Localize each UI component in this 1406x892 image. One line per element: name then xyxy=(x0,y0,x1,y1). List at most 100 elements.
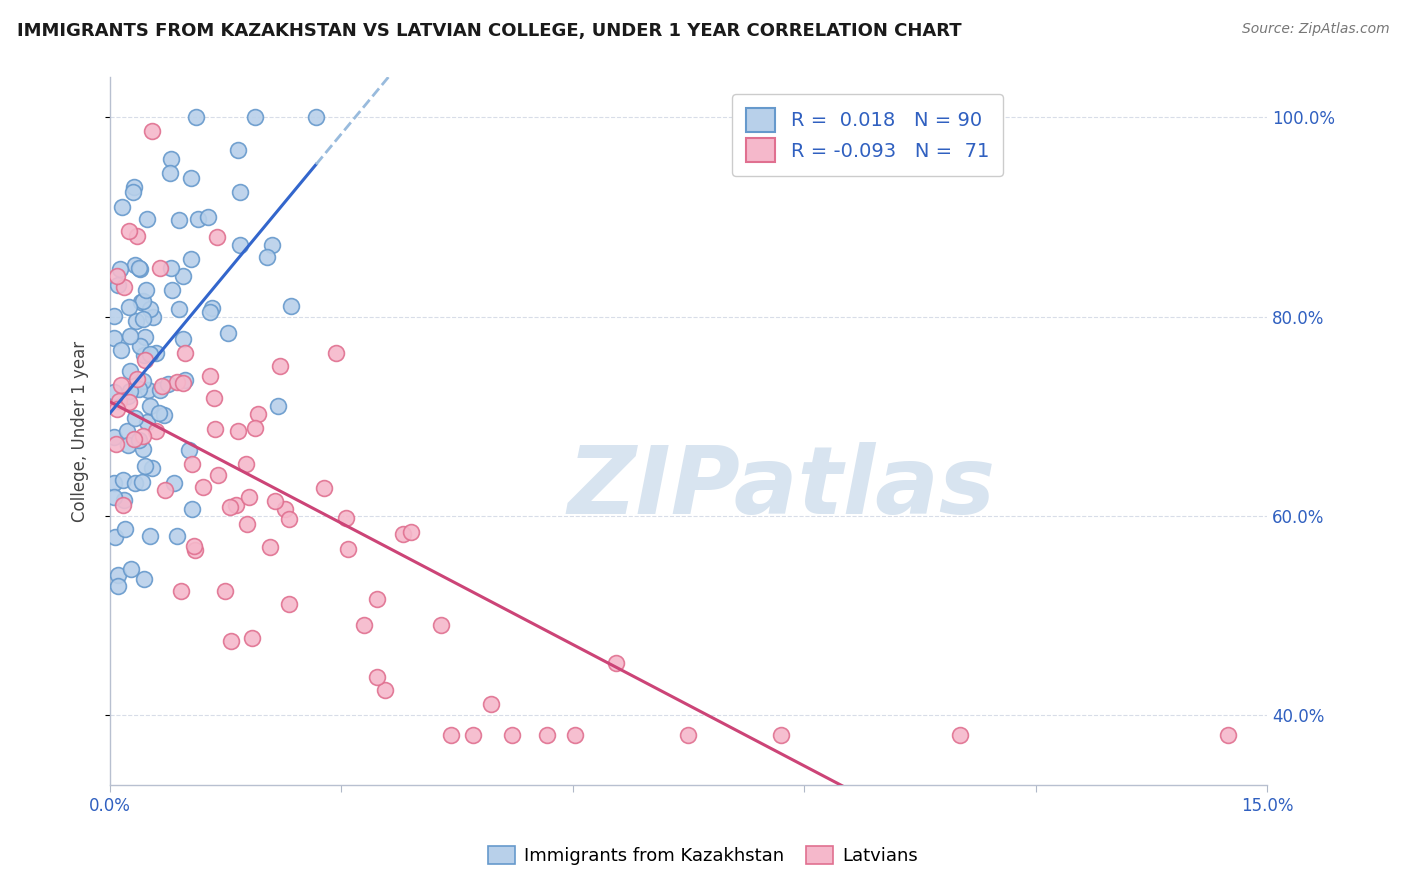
Point xyxy=(148,406,170,420)
Point xyxy=(105,401,128,416)
Point xyxy=(207,230,229,244)
Point xyxy=(103,331,125,345)
Point xyxy=(105,269,128,284)
Point xyxy=(120,364,142,378)
Point xyxy=(112,473,135,487)
Point xyxy=(104,530,127,544)
Point xyxy=(256,250,278,264)
Point xyxy=(129,294,152,309)
Point xyxy=(187,212,209,227)
Point xyxy=(153,408,176,422)
Point xyxy=(159,166,181,180)
Point xyxy=(135,415,157,429)
Point xyxy=(180,501,202,516)
Point xyxy=(125,372,148,386)
Point xyxy=(335,511,357,525)
Point xyxy=(128,382,150,396)
Point xyxy=(149,261,172,276)
Text: ZIPatlas: ZIPatlas xyxy=(567,442,995,533)
Point xyxy=(243,110,266,124)
Point xyxy=(501,728,523,742)
Point xyxy=(115,425,138,439)
Point xyxy=(536,728,558,742)
Point xyxy=(103,384,125,399)
Point xyxy=(128,260,150,275)
Point xyxy=(160,152,183,166)
Point xyxy=(103,476,125,491)
Point xyxy=(139,301,162,316)
Point xyxy=(166,375,188,389)
Point xyxy=(242,631,264,645)
Point xyxy=(219,633,242,648)
Point xyxy=(118,394,141,409)
Point xyxy=(172,332,194,346)
Point xyxy=(181,457,204,471)
Point xyxy=(132,572,155,586)
Point xyxy=(108,394,131,409)
Point xyxy=(136,383,159,397)
Point xyxy=(247,407,270,421)
Point xyxy=(202,392,225,406)
Point xyxy=(141,124,163,138)
Point xyxy=(440,728,463,742)
Point xyxy=(125,314,148,328)
Legend: Immigrants from Kazakhstan, Latvians: Immigrants from Kazakhstan, Latvians xyxy=(481,838,925,872)
Point xyxy=(110,377,132,392)
Point xyxy=(128,433,150,447)
Point xyxy=(280,299,302,313)
Point xyxy=(166,529,188,543)
Point xyxy=(134,330,156,344)
Point xyxy=(121,186,143,200)
Point xyxy=(135,283,157,297)
Point xyxy=(217,326,239,341)
Point xyxy=(277,598,299,612)
Point xyxy=(124,258,146,272)
Point xyxy=(238,490,260,504)
Point xyxy=(132,312,155,326)
Point xyxy=(104,436,127,450)
Point xyxy=(374,683,396,698)
Point xyxy=(337,542,360,557)
Point xyxy=(198,305,221,319)
Point xyxy=(204,422,226,436)
Point xyxy=(139,347,162,361)
Point xyxy=(267,399,290,413)
Point xyxy=(167,301,190,316)
Point xyxy=(124,411,146,425)
Point xyxy=(131,374,153,388)
Point xyxy=(183,543,205,558)
Point xyxy=(114,522,136,536)
Point xyxy=(170,584,193,599)
Point xyxy=(214,583,236,598)
Point xyxy=(139,529,162,543)
Point xyxy=(111,498,134,512)
Point xyxy=(260,238,283,252)
Point xyxy=(112,280,135,294)
Y-axis label: College, Under 1 year: College, Under 1 year xyxy=(72,341,89,522)
Point xyxy=(207,467,229,482)
Point xyxy=(264,494,287,508)
Point xyxy=(107,568,129,582)
Point xyxy=(269,359,291,374)
Point xyxy=(243,421,266,435)
Point xyxy=(132,293,155,308)
Point xyxy=(198,369,221,384)
Point xyxy=(122,180,145,194)
Point xyxy=(391,526,413,541)
Point xyxy=(122,432,145,446)
Point xyxy=(197,210,219,224)
Point xyxy=(134,459,156,474)
Point xyxy=(103,490,125,504)
Point xyxy=(103,430,125,444)
Point xyxy=(325,345,347,359)
Point xyxy=(218,500,240,515)
Point xyxy=(127,229,149,244)
Point xyxy=(564,728,586,742)
Text: IMMIGRANTS FROM KAZAKHSTAN VS LATVIAN COLLEGE, UNDER 1 YEAR CORRELATION CHART: IMMIGRANTS FROM KAZAKHSTAN VS LATVIAN CO… xyxy=(17,22,962,40)
Point xyxy=(128,261,150,276)
Point xyxy=(153,483,176,497)
Point xyxy=(173,346,195,360)
Point xyxy=(184,110,207,124)
Point xyxy=(229,238,252,252)
Point xyxy=(108,262,131,277)
